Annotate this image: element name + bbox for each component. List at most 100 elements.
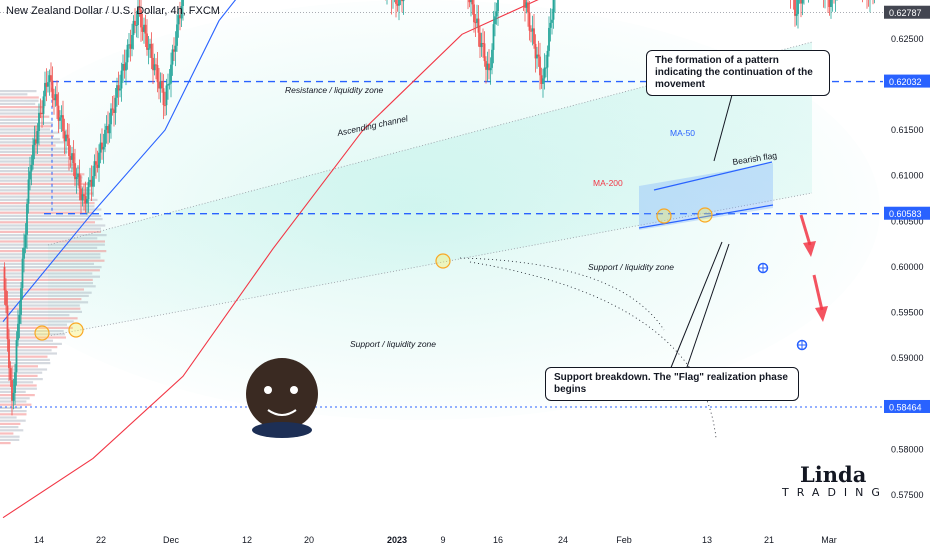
red-down-arrow-shaft (799, 214, 812, 246)
candle-body (167, 84, 169, 86)
volume-bar (0, 227, 101, 230)
candle-body (497, 0, 499, 12)
candle-body (527, 2, 529, 13)
volume-bar (0, 157, 76, 160)
candle-body (18, 314, 21, 324)
volume-bar (0, 160, 70, 163)
candle-body (170, 64, 172, 84)
volume-bar (0, 438, 20, 441)
volume-bar (0, 272, 93, 275)
candle-body (42, 96, 45, 114)
volume-bar (0, 179, 83, 182)
callout-pointer (685, 243, 730, 371)
volume-bar (0, 230, 101, 233)
candle-body (36, 131, 39, 144)
time-axis: 14 22 Dec 12 20 2023 9 16 24 Feb 13 21 Mar (0, 530, 932, 550)
volume-bar (0, 298, 82, 301)
label-support-zone: Support / liquidity zone (350, 339, 436, 349)
candle-body (131, 35, 133, 49)
chart-title: New Zealand Dollar / U.S. Dollar, 4h, FX… (6, 5, 220, 17)
price-label-text: 0.58464 (889, 402, 922, 412)
candle-body (155, 64, 157, 66)
candle-body (524, 0, 526, 8)
price-axis: USD0.660000.655000.650000.645000.640000.… (883, 0, 932, 550)
candle-body (47, 82, 49, 87)
volume-bar (0, 352, 57, 355)
volume-bar (0, 368, 48, 371)
candle-body (71, 153, 73, 160)
candle-body (536, 54, 538, 59)
candle-body (39, 112, 42, 114)
y-tick-label: 0.60500 (891, 216, 924, 226)
volume-bar (0, 374, 38, 377)
candle-body (468, 0, 471, 3)
candle-body (9, 368, 12, 380)
candle-body (107, 126, 109, 134)
candle-body (546, 50, 549, 68)
volume-bar (0, 362, 51, 365)
volume-bar (0, 294, 89, 297)
volume-bar (0, 320, 74, 323)
face-eye (264, 386, 272, 394)
candle-body (15, 340, 18, 373)
candle-body (84, 196, 87, 204)
candle-body (398, 0, 400, 6)
candle-body (29, 171, 31, 180)
time-axis-bg (0, 530, 932, 550)
volume-bar (0, 314, 70, 317)
volume-bar (0, 163, 77, 166)
candle-body (152, 57, 154, 71)
volume-bar (0, 182, 91, 185)
touch-point-circle (656, 208, 672, 224)
candle-body (105, 126, 108, 130)
x-tick-label: 20 (304, 535, 314, 545)
candle-body (795, 14, 798, 16)
candle-body (176, 24, 178, 46)
candle-body (17, 323, 19, 341)
candle-body (77, 173, 79, 178)
volume-bar (0, 285, 96, 288)
x-tick-label: 2023 (387, 535, 407, 545)
candle-body (5, 290, 7, 306)
candle-body (165, 85, 168, 106)
volume-bar (0, 365, 38, 368)
volume-bar (0, 416, 17, 419)
candle-body (41, 113, 43, 114)
volume-bar (0, 138, 60, 141)
volume-bar (0, 115, 50, 118)
candle-body (531, 28, 534, 32)
bearish-flag-box (639, 163, 773, 230)
volume-bar (0, 218, 103, 221)
candle-body (3, 266, 6, 291)
volume-bar (0, 288, 84, 291)
candle-body (153, 64, 156, 71)
volume-bar (0, 410, 27, 413)
ma50-line (2, 0, 237, 322)
volume-bar (0, 173, 85, 176)
price-label-tag (884, 5, 930, 19)
volume-profile (0, 90, 107, 445)
candle-body (8, 339, 10, 369)
volume-bar (0, 342, 62, 345)
candle-body (81, 194, 84, 201)
candle-body (12, 393, 15, 401)
candle-body (80, 188, 82, 201)
candle-body (92, 176, 94, 187)
red-down-arrow-shaft (812, 274, 824, 311)
price-label-text: 0.60583 (889, 209, 922, 219)
volume-bar (0, 426, 19, 429)
candle-body (485, 61, 487, 70)
volume-bar (0, 333, 66, 336)
volume-bar (0, 317, 78, 320)
candle-body (545, 67, 547, 69)
candle-body (828, 0, 831, 7)
volume-bar (0, 240, 105, 243)
volume-bar (0, 221, 95, 224)
face-eye (290, 386, 298, 394)
touch-point-circle (435, 253, 451, 269)
x-tick-label: 9 (440, 535, 445, 545)
y-tick-label: 0.59500 (891, 308, 924, 318)
volume-bar (0, 202, 95, 205)
candle-body (549, 22, 552, 28)
